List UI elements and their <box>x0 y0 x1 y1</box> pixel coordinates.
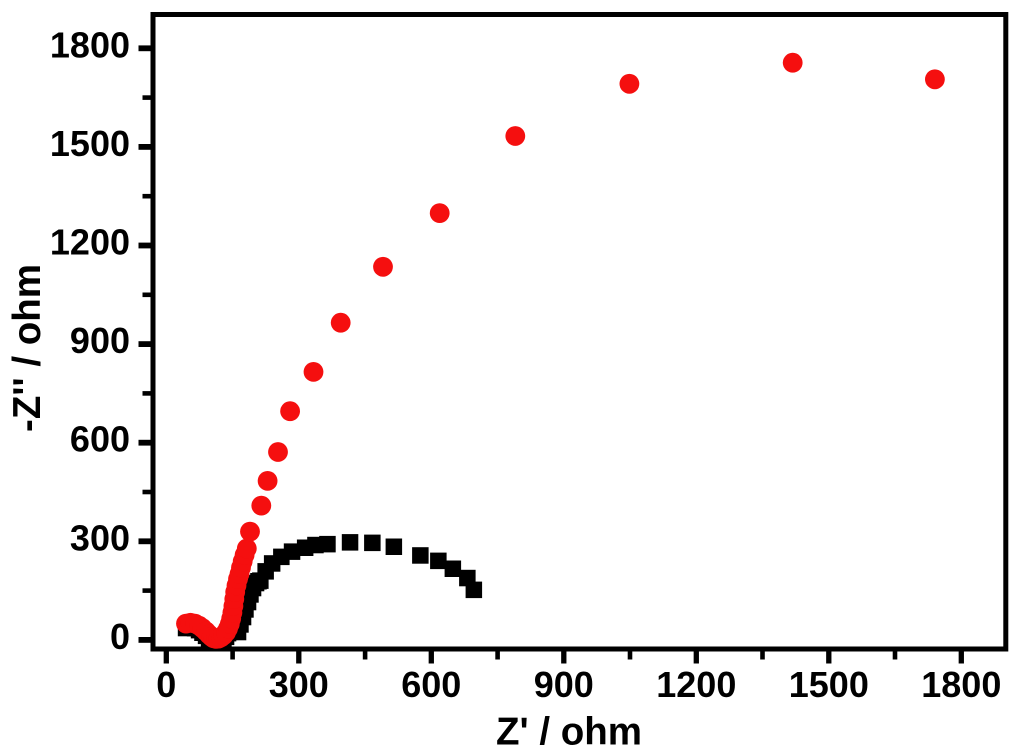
svg-text:Z' / ohm: Z' / ohm <box>496 711 642 753</box>
svg-text:300: 300 <box>269 664 329 705</box>
svg-text:1200: 1200 <box>656 664 736 705</box>
svg-text:1500: 1500 <box>789 664 869 705</box>
svg-text:0: 0 <box>156 664 176 705</box>
svg-text:1200: 1200 <box>50 222 130 263</box>
svg-text:900: 900 <box>534 664 594 705</box>
svg-text:-Z'' / ohm: -Z'' / ohm <box>6 264 49 432</box>
svg-text:1800: 1800 <box>50 24 130 65</box>
svg-text:0: 0 <box>110 616 130 657</box>
svg-text:1500: 1500 <box>50 123 130 164</box>
svg-text:600: 600 <box>70 419 130 460</box>
svg-text:300: 300 <box>70 517 130 558</box>
svg-text:1800: 1800 <box>921 664 1001 705</box>
svg-text:900: 900 <box>70 320 130 361</box>
svg-text:600: 600 <box>401 664 461 705</box>
